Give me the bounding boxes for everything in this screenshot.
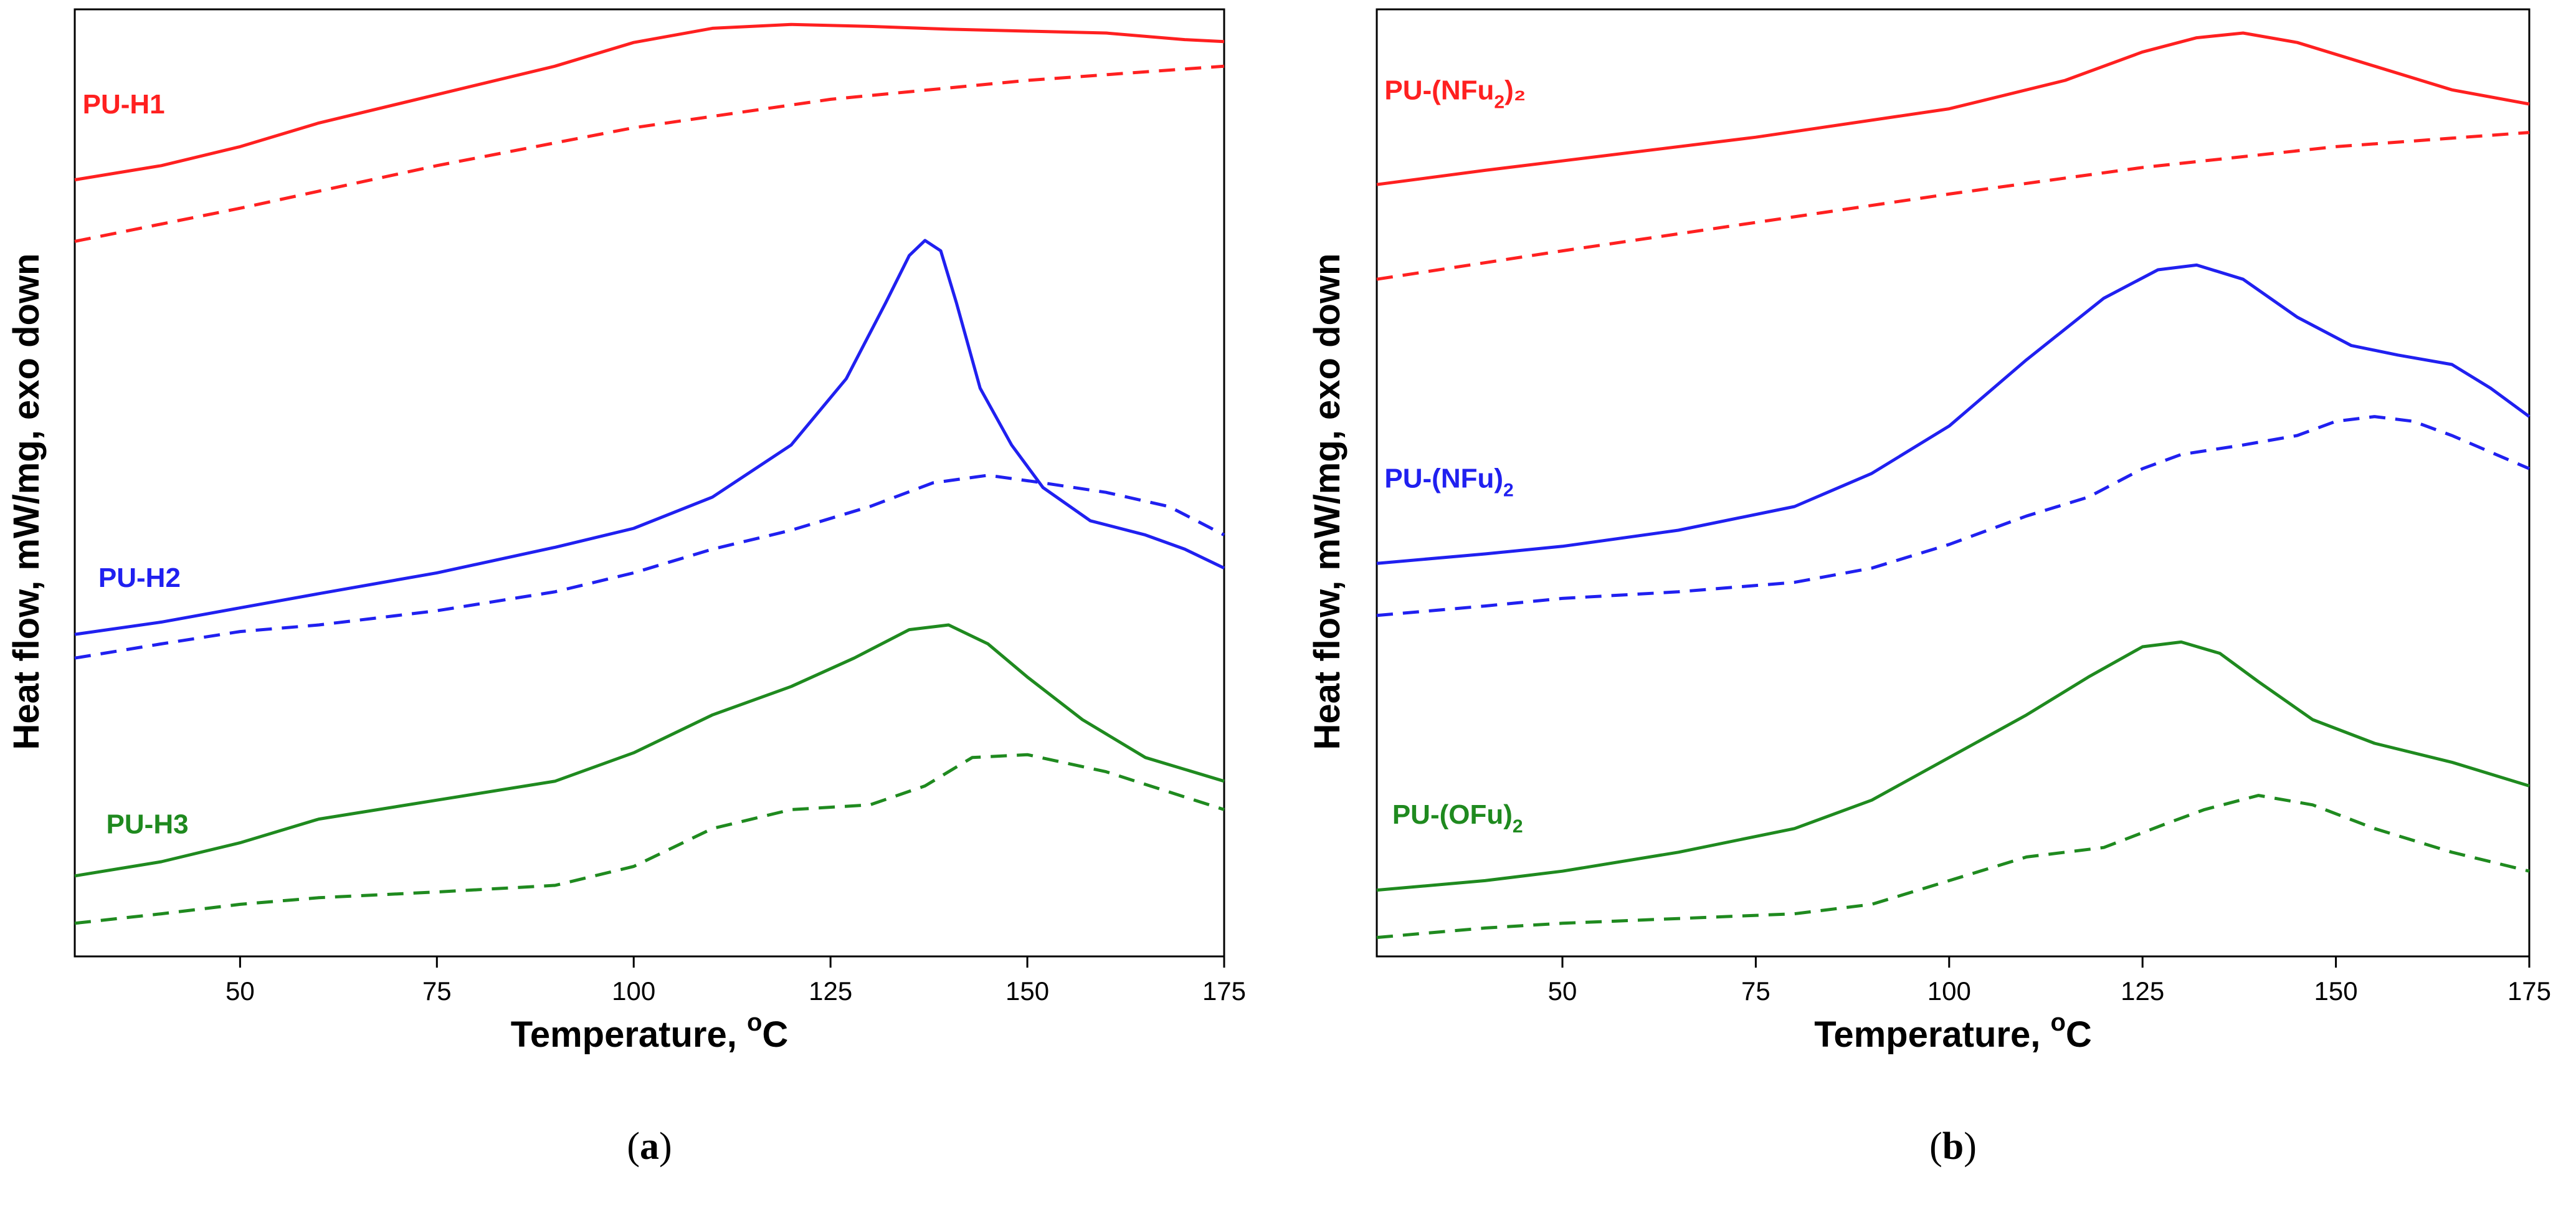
panel-label-open: ( <box>1929 1125 1942 1168</box>
x-tick-label: 150 <box>1005 976 1049 1006</box>
x-axis-title: Temperature, oC <box>511 1009 789 1055</box>
x-tick-label: 125 <box>809 976 852 1006</box>
panel-label-close: ) <box>1964 1125 1977 1168</box>
series-label-main: PU-(OFu) <box>1392 799 1513 830</box>
x-tick-label: 100 <box>612 976 655 1006</box>
x-axis-title-sup: o <box>747 1009 762 1036</box>
x-tick-label: 75 <box>1741 976 1770 1006</box>
x-tick-label: 175 <box>1202 976 1246 1006</box>
x-tick-label: 175 <box>2507 976 2551 1006</box>
x-axis-title-unit: C <box>762 1014 788 1055</box>
y-axis-title: Heat flow, mW/mg, exo down <box>1307 254 1347 750</box>
x-tick-label: 125 <box>2121 976 2164 1006</box>
x-axis-title-sup: o <box>2050 1009 2065 1036</box>
series-line-pu-nfu-2 <box>1376 263 2531 565</box>
series-line-pu-ofu-2-dashed <box>1376 794 2530 940</box>
x-axis-title-text: Temperature, <box>511 1014 747 1055</box>
series-line-pu-h3-dashed <box>74 753 1225 925</box>
series-label-sub: 2 <box>1513 816 1523 837</box>
series-label-main: PU-(NFu) <box>1384 464 1503 494</box>
series-label-pu-h2: PU-H2 <box>98 563 181 593</box>
x-axis-title-unit: C <box>2066 1014 2092 1055</box>
series-label-main: PU-(NFu <box>1384 75 1494 105</box>
series-label-tail: )₂ <box>1504 75 1526 105</box>
series-label-pu-nfu-2: PU-(NFu)2 <box>1384 464 1513 501</box>
series-line-pu-nfu2-2-dashed <box>1376 131 2530 281</box>
panel-label: (a) <box>627 1125 672 1168</box>
series-label-pu-nfu2-2: PU-(NFu2)₂ <box>1384 75 1526 112</box>
x-tick-label: 50 <box>226 976 255 1006</box>
series-line-pu-nfu-2-dashed <box>1376 415 2530 617</box>
series-line-pu-h1 <box>74 22 1225 182</box>
panel-label-letter: a <box>640 1125 659 1168</box>
plot-frame <box>74 8 1225 958</box>
panel-label: (b) <box>1929 1125 1977 1168</box>
series-label-pu-h3: PU-H3 <box>107 809 189 839</box>
series-line-pu-h2 <box>74 239 1225 636</box>
panel-label-close: ) <box>659 1125 672 1168</box>
series-line-pu-h2-dashed <box>74 474 1225 660</box>
series-line-pu-h3 <box>74 623 1225 878</box>
series-line-pu-nfu2-2 <box>1376 31 2530 186</box>
x-tick-label: 50 <box>1548 976 1577 1006</box>
series-label-main: PU-H2 <box>98 563 181 593</box>
plot-frame <box>1376 8 2531 958</box>
y-axis-title: Heat flow, mW/mg, exo down <box>6 254 47 750</box>
panel-label-letter: b <box>1942 1125 1964 1168</box>
series-label-sub: 2 <box>1503 480 1514 501</box>
x-axis-title: Temperature, oC <box>1814 1009 2092 1055</box>
series-label-pu-h1: PU-H1 <box>83 89 165 120</box>
panel-b: 50 75 100 125 150 175 Temperature, oC Heat flow… <box>1307 8 2551 1168</box>
series-label-main: PU-H1 <box>83 89 165 120</box>
x-tick-label: 100 <box>1927 976 1971 1006</box>
series-label-main: PU-H3 <box>107 809 189 839</box>
x-tick-label: 75 <box>422 976 452 1006</box>
series-label-pu-ofu-2: PU-(OFu)2 <box>1392 799 1523 837</box>
series-line-pu-ofu-2 <box>1376 640 2530 892</box>
series-label-sub: 2 <box>1494 92 1504 112</box>
x-axis-title-text: Temperature, <box>1814 1014 2050 1055</box>
panel-a: 50 75 100 125 150 175 Temperature, oC Heat flow… <box>6 8 1246 1168</box>
series-line-pu-h1-dashed <box>74 64 1225 243</box>
panel-label-open: ( <box>627 1125 640 1168</box>
x-tick-label: 150 <box>2314 976 2358 1006</box>
